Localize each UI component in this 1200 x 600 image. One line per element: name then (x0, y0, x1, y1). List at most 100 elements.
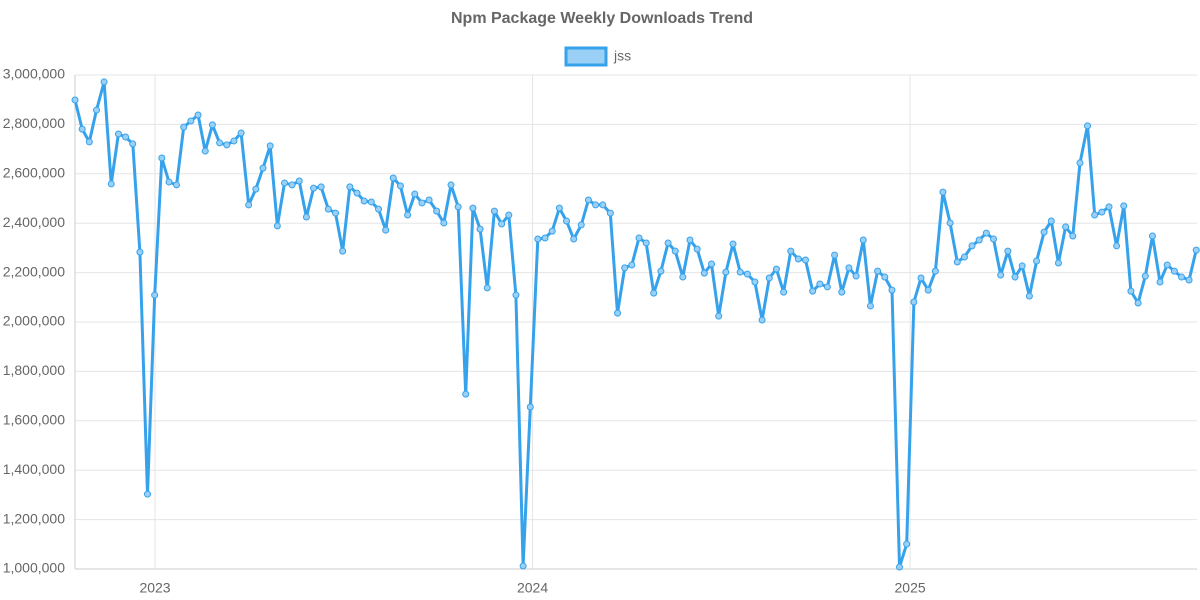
point (924, 286, 932, 294)
point (866, 302, 874, 310)
point (396, 182, 404, 190)
y-tick-label: 1,800,000 (3, 362, 65, 378)
point (360, 197, 368, 205)
point (758, 316, 766, 324)
point (664, 239, 672, 247)
point (454, 203, 462, 211)
point (787, 247, 795, 255)
point (433, 207, 441, 215)
x-tick-label: 2025 (895, 580, 926, 596)
point (295, 177, 303, 185)
point (382, 226, 390, 234)
x-tick-label: 2023 (139, 580, 170, 596)
point (671, 247, 679, 255)
point (642, 239, 650, 247)
y-tick-label: 1,000,000 (3, 560, 65, 576)
point (563, 217, 571, 225)
point (968, 242, 976, 250)
point (823, 283, 831, 291)
point (245, 201, 253, 209)
point (838, 288, 846, 296)
point (483, 284, 491, 292)
point (1011, 273, 1019, 281)
point (736, 268, 744, 276)
point (621, 264, 629, 272)
point (816, 280, 824, 288)
point (78, 125, 86, 133)
point (852, 272, 860, 280)
point (635, 234, 643, 242)
point (953, 258, 961, 266)
y-tick-label: 2,800,000 (3, 115, 65, 131)
point (1033, 257, 1041, 265)
point (592, 201, 600, 209)
point (1170, 267, 1178, 275)
point (85, 138, 93, 146)
point (1047, 217, 1055, 225)
point (122, 133, 130, 141)
point (888, 286, 896, 294)
point (765, 274, 773, 282)
point (223, 141, 231, 149)
point (107, 180, 115, 188)
point (1025, 292, 1033, 300)
point (584, 196, 592, 204)
point (440, 219, 448, 227)
point (151, 291, 159, 299)
point (657, 267, 665, 275)
point (715, 312, 723, 320)
point (1192, 246, 1200, 254)
y-tick-label: 1,400,000 (3, 461, 65, 477)
point (570, 235, 578, 243)
point (1084, 122, 1092, 130)
point (975, 236, 983, 244)
point (1076, 159, 1084, 167)
point (201, 147, 209, 155)
point (614, 309, 622, 317)
point (331, 209, 339, 217)
point (310, 184, 318, 192)
point (1156, 278, 1164, 286)
point (534, 235, 542, 243)
point (548, 227, 556, 235)
point (324, 205, 332, 213)
point (208, 121, 216, 129)
point (982, 229, 990, 237)
point (1134, 299, 1142, 307)
point (469, 204, 477, 212)
point (772, 265, 780, 273)
point (1062, 223, 1070, 231)
chart-title: Npm Package Weekly Downloads Trend (451, 10, 753, 27)
y-tick-label: 1,200,000 (3, 510, 65, 526)
point (281, 179, 289, 187)
point (367, 198, 375, 206)
point (353, 189, 361, 197)
point (498, 220, 506, 228)
point (693, 245, 701, 253)
point (931, 267, 939, 275)
point (180, 123, 188, 131)
point (230, 137, 238, 145)
point (389, 174, 397, 182)
line (73, 80, 1198, 569)
y-tick-label: 3,000,000 (3, 66, 65, 82)
point (708, 260, 716, 268)
point (252, 185, 260, 193)
point (1163, 261, 1171, 269)
point (780, 288, 788, 296)
point (259, 164, 267, 172)
point (960, 253, 968, 261)
point (512, 291, 520, 299)
point (93, 106, 101, 114)
point (526, 403, 534, 411)
point (425, 196, 433, 204)
x-tick-label: 2024 (517, 580, 548, 596)
point (1141, 272, 1149, 280)
point (903, 540, 911, 548)
point (476, 225, 484, 233)
point (136, 248, 144, 256)
point (896, 563, 904, 571)
point (1098, 208, 1106, 216)
point (874, 267, 882, 275)
